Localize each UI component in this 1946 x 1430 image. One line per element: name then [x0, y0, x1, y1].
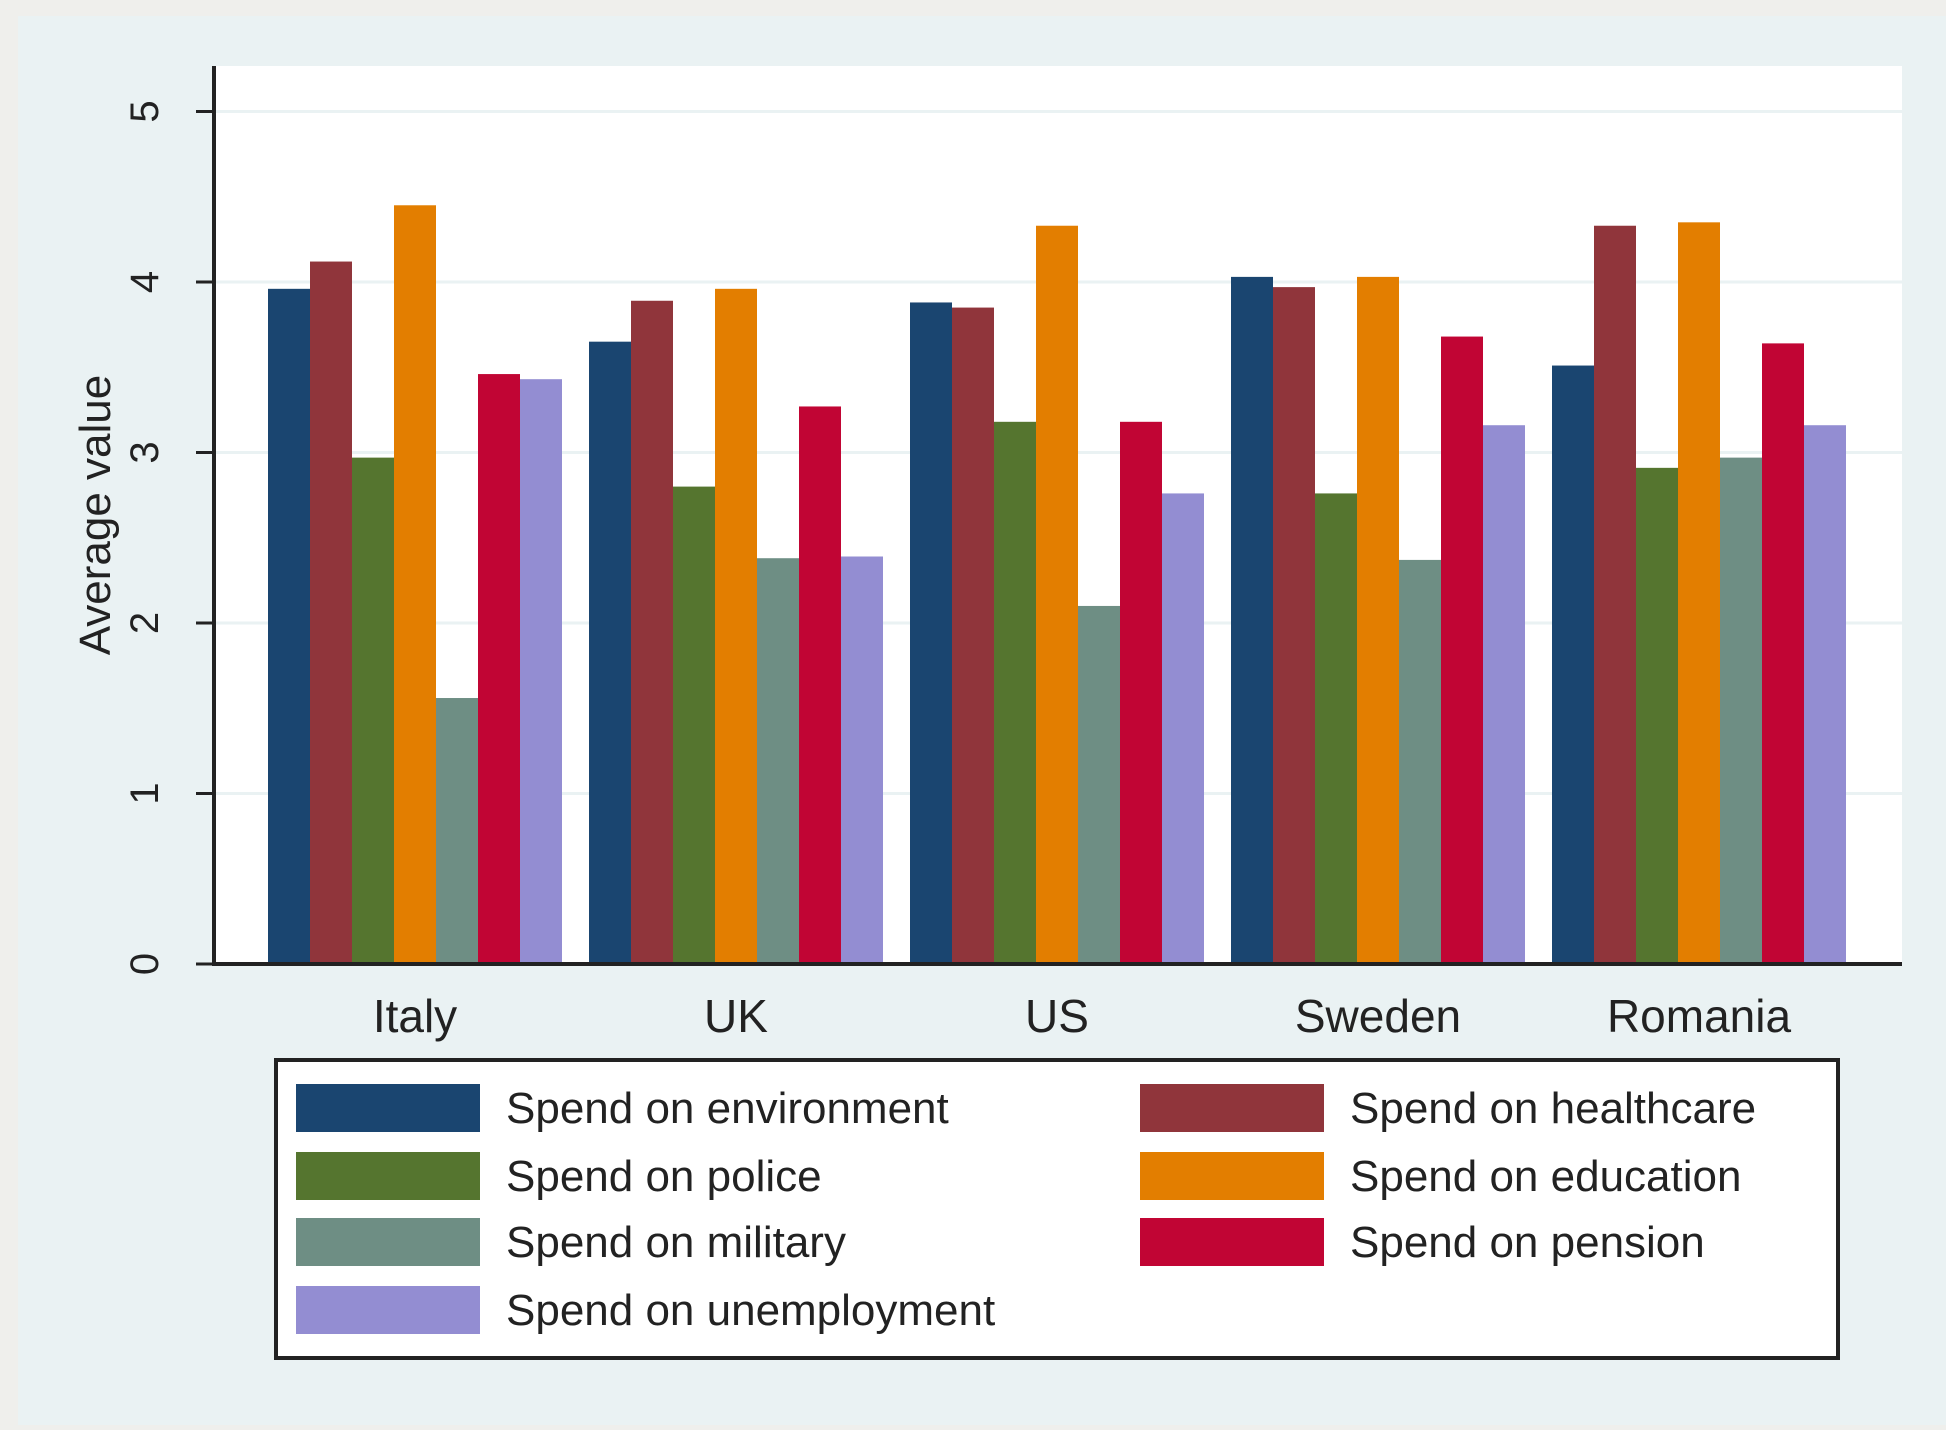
legend-label: Spend on unemployment — [506, 1286, 995, 1335]
x-tick-label: Romania — [1607, 990, 1792, 1042]
bar — [436, 698, 478, 964]
bar — [1120, 421, 1162, 964]
bar — [1357, 276, 1399, 964]
legend-label: Spend on education — [1350, 1152, 1741, 1201]
bars — [268, 205, 1846, 965]
bar — [1804, 425, 1846, 965]
bar — [1594, 225, 1636, 965]
x-tick-label: Sweden — [1295, 990, 1461, 1042]
legend-label: Spend on military — [506, 1218, 846, 1267]
bar — [1273, 287, 1315, 964]
y-ticks: 0 1 2 3 4 5 — [123, 100, 214, 975]
bar — [673, 486, 715, 964]
y-axis-label: Average value — [71, 375, 120, 656]
bar — [757, 558, 799, 964]
bar — [394, 205, 436, 964]
legend-swatch — [296, 1286, 480, 1334]
bar — [1678, 222, 1720, 964]
x-tick-label: Italy — [373, 990, 457, 1042]
bar — [268, 288, 310, 964]
bar — [478, 374, 520, 964]
bar — [1762, 343, 1804, 964]
y-tick-label: 2 — [123, 612, 167, 634]
bar — [352, 457, 394, 964]
bar — [1036, 225, 1078, 965]
legend-label: Spend on police — [506, 1152, 822, 1201]
y-tick-label: 1 — [123, 782, 167, 804]
legend: Spend on environment Spend on healthcare S… — [274, 1058, 1840, 1360]
bar — [589, 341, 631, 964]
bar — [1162, 493, 1204, 964]
bar — [631, 300, 673, 964]
bar — [1231, 276, 1273, 964]
bar — [910, 302, 952, 965]
legend-swatch — [296, 1084, 480, 1132]
bar — [1720, 457, 1762, 964]
y-tick-label: 5 — [123, 100, 167, 122]
legend-label: Spend on pension — [1350, 1218, 1705, 1267]
x-tick-label: UK — [704, 990, 768, 1042]
legend-box — [274, 1058, 1840, 1360]
bar — [994, 421, 1036, 964]
bar — [952, 307, 994, 964]
bar — [310, 261, 352, 964]
legend-label: Spend on healthcare — [1350, 1084, 1756, 1133]
bar — [1078, 605, 1120, 964]
bar — [520, 379, 562, 964]
x-tick-labels: Italy UK US Sweden Romania — [373, 990, 1792, 1042]
legend-label: Spend on environment — [506, 1084, 949, 1133]
y-tick-label: 3 — [123, 441, 167, 463]
y-tick-label: 0 — [123, 953, 167, 975]
legend-swatch — [1140, 1218, 1324, 1266]
bar — [799, 406, 841, 965]
bar — [841, 556, 883, 964]
bar — [715, 288, 757, 964]
legend-swatch — [296, 1218, 480, 1266]
legend-swatch — [296, 1152, 480, 1200]
legend-swatch — [1140, 1152, 1324, 1200]
legend-swatch — [1140, 1084, 1324, 1132]
y-tick-label: 4 — [123, 271, 167, 293]
bar — [1552, 365, 1594, 964]
bar — [1636, 467, 1678, 964]
bar — [1315, 493, 1357, 964]
bar — [1399, 559, 1441, 964]
bar — [1441, 336, 1483, 964]
bar — [1483, 425, 1525, 965]
x-tick-label: US — [1025, 990, 1089, 1042]
